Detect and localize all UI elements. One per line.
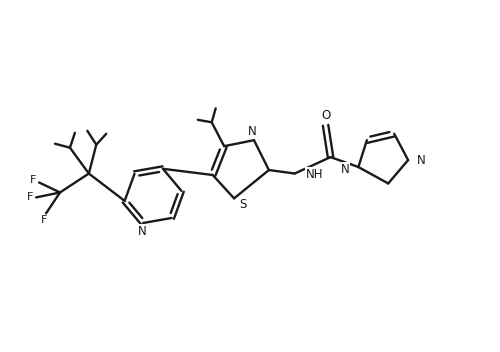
Text: F: F <box>40 215 47 225</box>
Text: S: S <box>240 198 246 211</box>
Text: NH: NH <box>306 168 323 181</box>
Text: N: N <box>417 153 426 166</box>
Text: N: N <box>248 125 257 138</box>
Text: F: F <box>27 193 34 202</box>
Text: N: N <box>138 225 146 238</box>
Text: O: O <box>321 109 330 122</box>
Text: F: F <box>30 175 36 185</box>
Text: N: N <box>340 163 349 176</box>
